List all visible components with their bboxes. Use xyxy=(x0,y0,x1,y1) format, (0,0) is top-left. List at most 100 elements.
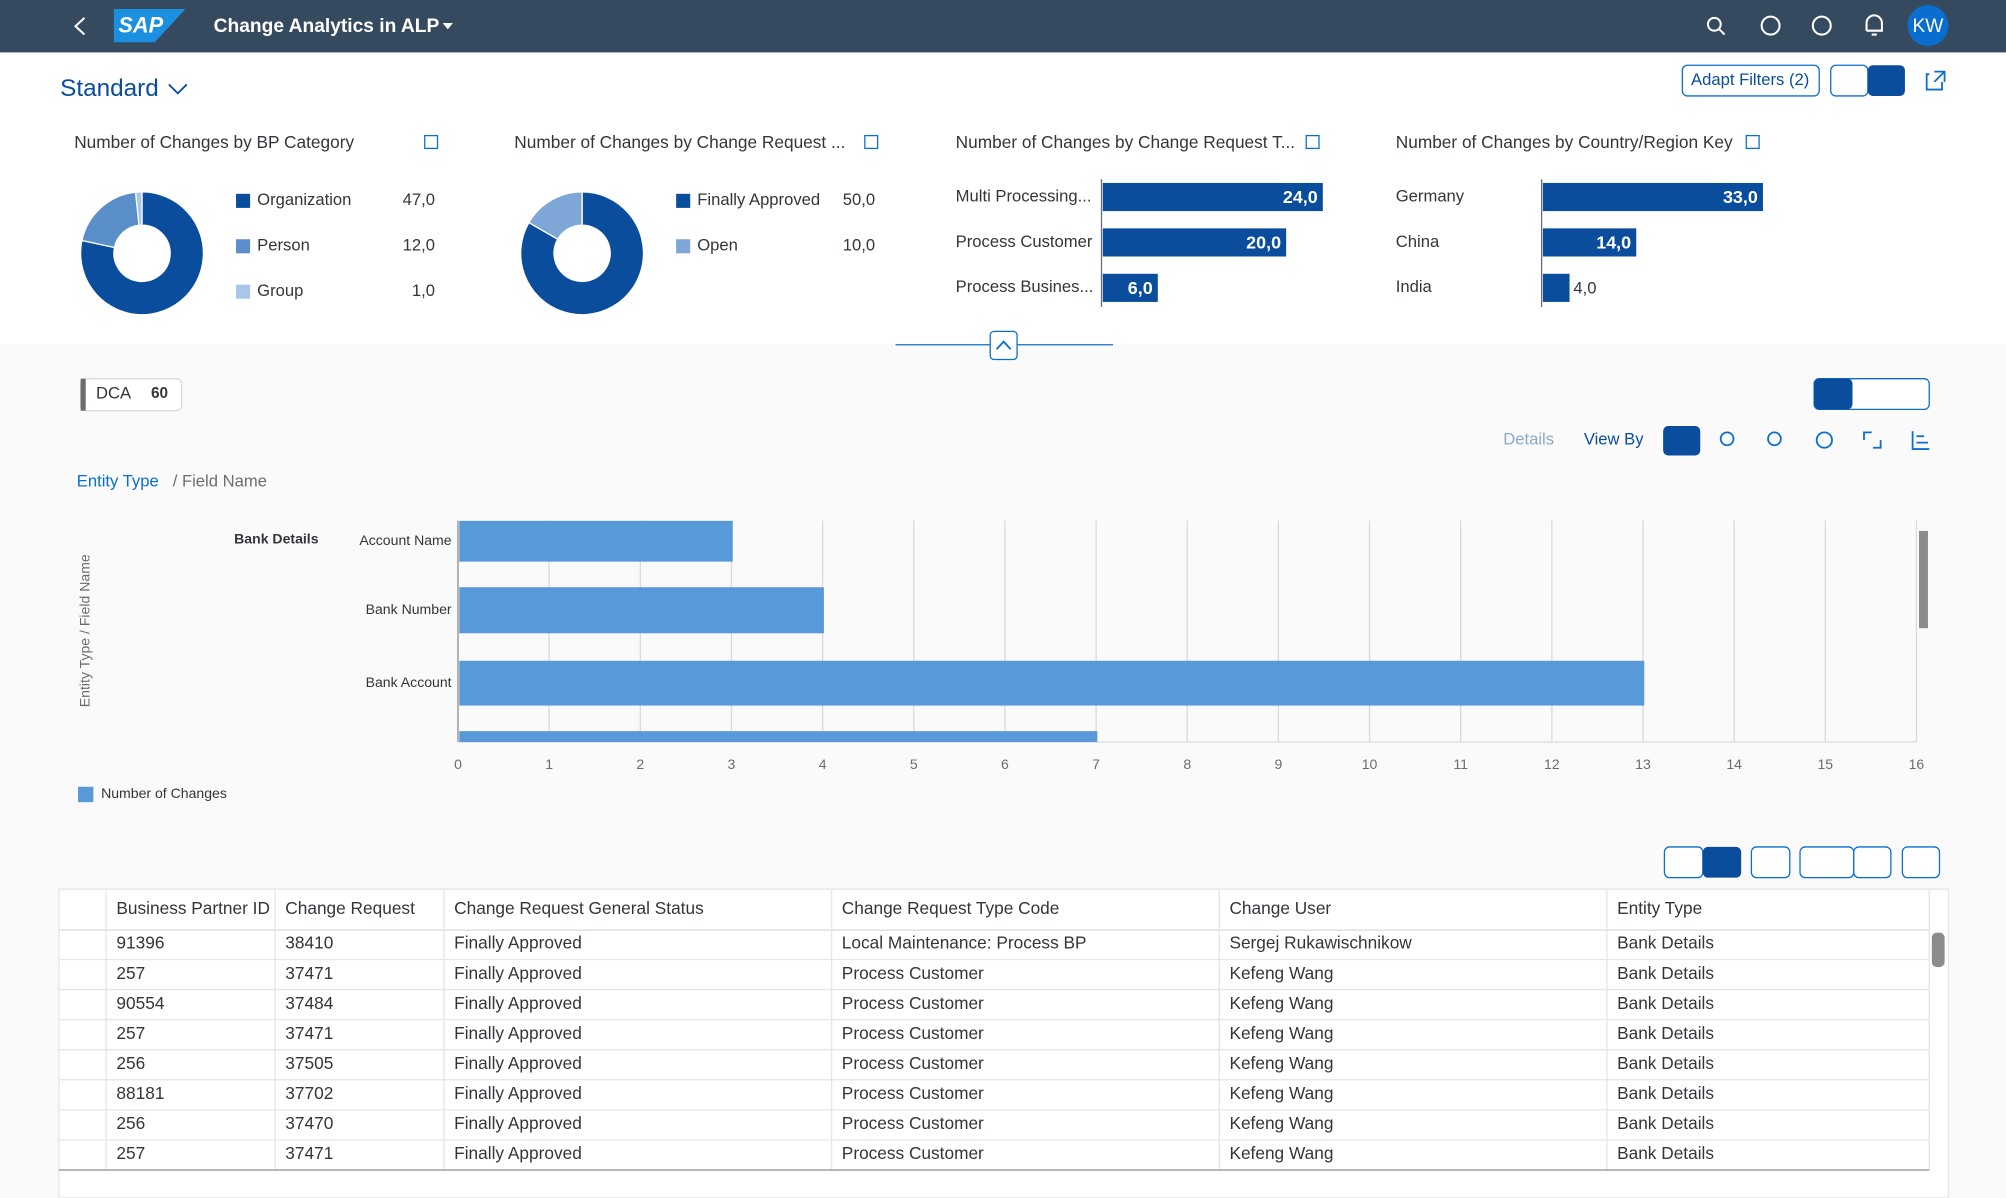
kpi-label[interactable]: DCA xyxy=(96,383,132,402)
kpi-tag-indicator xyxy=(80,378,86,411)
cell: 91396 xyxy=(116,933,164,953)
donut-slice[interactable] xyxy=(134,191,143,227)
cell: Process Customer xyxy=(842,1053,984,1073)
category-label[interactable]: Germany xyxy=(1396,186,1465,205)
cell: Bank Details xyxy=(1617,963,1714,983)
value-label: 4,0 xyxy=(1573,279,1596,298)
app-title[interactable]: Change Analytics in ALP xyxy=(214,16,440,37)
variant-name[interactable]: Standard xyxy=(60,75,159,102)
legend-swatch xyxy=(78,786,94,803)
collapse-button[interactable] xyxy=(989,330,1018,361)
column-header[interactable]: Change Request General Status xyxy=(454,898,704,918)
donut-slice[interactable] xyxy=(79,191,205,316)
cell: 256 xyxy=(116,1113,145,1133)
sap-logo[interactable] xyxy=(113,8,186,43)
view-switch-selected[interactable] xyxy=(1814,378,1853,410)
fullscreen[interactable] xyxy=(1863,431,1882,449)
details-button[interactable]: Details xyxy=(1503,429,1554,448)
bar[interactable] xyxy=(1102,273,1158,302)
card-popover-icon[interactable] xyxy=(424,134,439,150)
category-label[interactable]: Multi Processing... xyxy=(956,186,1092,205)
zoom-out[interactable] xyxy=(1767,431,1782,447)
back-button[interactable] xyxy=(73,17,86,36)
card-popover-icon[interactable] xyxy=(864,134,879,150)
x-tick-label: 5 xyxy=(910,756,918,772)
cell: Bank Details xyxy=(1617,1053,1714,1073)
bar[interactable] xyxy=(459,520,733,562)
bar[interactable] xyxy=(1542,228,1637,257)
export-menu[interactable] xyxy=(1853,846,1892,879)
column-header[interactable]: Entity Type xyxy=(1617,898,1702,918)
cell: 37470 xyxy=(285,1113,333,1133)
export-button[interactable] xyxy=(1799,846,1855,879)
legend-toggle[interactable] xyxy=(1911,431,1930,450)
visual-filter-toggle[interactable] xyxy=(1867,65,1905,96)
share-icon[interactable] xyxy=(1925,70,1946,91)
title-dropdown[interactable] xyxy=(442,23,453,30)
legend-swatch xyxy=(674,237,692,255)
table-settings[interactable] xyxy=(1750,846,1791,879)
compact-filter-toggle[interactable] xyxy=(1830,64,1869,97)
legend-swatch xyxy=(674,192,692,210)
bar[interactable] xyxy=(459,731,1098,776)
column-header[interactable]: Change Request Type Code xyxy=(842,898,1060,918)
legend-label[interactable]: Group xyxy=(257,281,303,300)
card-popover-icon[interactable] xyxy=(1745,134,1760,150)
zoom-in[interactable] xyxy=(1719,431,1735,447)
cell: 38410 xyxy=(285,933,333,953)
donut-slice[interactable] xyxy=(528,191,583,241)
y-tick-label: Account Name xyxy=(359,532,451,548)
category-label[interactable]: India xyxy=(1396,277,1433,296)
cell: 37471 xyxy=(285,1143,333,1163)
copilot-icon[interactable] xyxy=(1760,15,1781,36)
cell: Kefeng Wang xyxy=(1229,993,1333,1013)
legend-label[interactable]: Person xyxy=(257,236,310,255)
cell: Process Customer xyxy=(842,993,984,1013)
column-header[interactable]: Business Partner ID xyxy=(116,898,270,918)
category-label[interactable]: China xyxy=(1396,232,1440,251)
cell: Kefeng Wang xyxy=(1229,1143,1333,1163)
search-icon[interactable] xyxy=(1706,16,1726,36)
legend-label[interactable]: Finally Approved xyxy=(697,190,820,209)
variant-dropdown[interactable] xyxy=(168,83,188,95)
card-title: Number of Changes by Country/Region Key xyxy=(1396,132,1733,152)
card-title: Number of Changes by BP Category xyxy=(74,132,354,152)
category-label[interactable]: Process Customer xyxy=(956,232,1093,251)
notifications-icon[interactable] xyxy=(1865,14,1883,36)
show-button[interactable] xyxy=(1663,846,1704,879)
column-header[interactable]: Change User xyxy=(1229,898,1331,918)
bar[interactable] xyxy=(459,587,824,634)
cell: Bank Details xyxy=(1617,1143,1714,1163)
table-scrollbar[interactable] xyxy=(1931,932,1945,968)
hide-button[interactable] xyxy=(1702,846,1742,878)
legend-label[interactable]: Organization xyxy=(257,190,351,209)
view-by-button[interactable]: View By xyxy=(1584,429,1644,448)
cell: Process Customer xyxy=(842,1113,984,1133)
bar[interactable] xyxy=(1102,182,1323,212)
adapt-filters-label[interactable]: Adapt Filters (2) xyxy=(1691,70,1809,89)
donut-slice[interactable] xyxy=(520,191,645,316)
legend-label[interactable]: Open xyxy=(697,236,738,255)
legend-label[interactable]: Number of Changes xyxy=(101,785,227,801)
column-header[interactable]: Change Request xyxy=(285,898,415,918)
settings[interactable] xyxy=(1815,431,1833,449)
cell: Process Customer xyxy=(842,1023,984,1043)
avatar-initials[interactable]: KW xyxy=(1913,16,1945,37)
bar[interactable] xyxy=(1542,182,1763,212)
cell: 37702 xyxy=(285,1083,333,1103)
card-popover-icon[interactable] xyxy=(1305,134,1320,150)
category-label[interactable]: Process Busines... xyxy=(956,277,1094,296)
adapt-filters-button[interactable] xyxy=(1681,64,1820,97)
help-icon[interactable] xyxy=(1811,15,1832,36)
breadcrumb-link[interactable]: Entity Type xyxy=(77,472,159,491)
kpi-value[interactable]: 60 xyxy=(151,385,168,402)
chart-scrollbar[interactable] xyxy=(1919,530,1928,629)
avatar[interactable] xyxy=(1907,5,1949,47)
details-toggle[interactable] xyxy=(1663,426,1701,456)
table-fullscreen[interactable] xyxy=(1901,846,1941,879)
cell: 37471 xyxy=(285,1023,333,1043)
legend-swatch xyxy=(234,237,252,255)
bar[interactable] xyxy=(459,660,1645,706)
bar[interactable] xyxy=(1542,273,1570,302)
bar[interactable] xyxy=(1102,228,1287,257)
